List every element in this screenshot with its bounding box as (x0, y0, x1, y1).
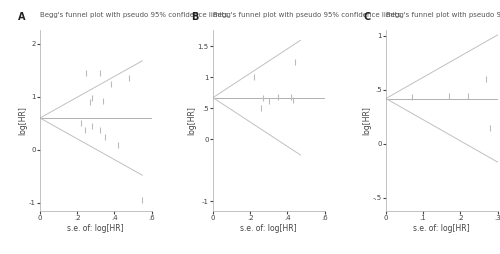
Y-axis label: log[HR]: log[HR] (188, 106, 196, 135)
Y-axis label: log[HR]: log[HR] (362, 106, 371, 135)
Text: Begg's funnel plot with pseudo 95% confidence limits: Begg's funnel plot with pseudo 95% confi… (386, 12, 500, 19)
Text: A: A (18, 12, 25, 22)
X-axis label: s.e. of: log[HR]: s.e. of: log[HR] (68, 224, 124, 233)
Text: Begg's funnel plot with pseudo 95% confidence limits: Begg's funnel plot with pseudo 95% confi… (213, 12, 401, 19)
Text: C: C (364, 12, 371, 22)
Text: Begg's funnel plot with pseudo 95% confidence limits: Begg's funnel plot with pseudo 95% confi… (40, 12, 228, 19)
X-axis label: s.e. of: log[HR]: s.e. of: log[HR] (414, 224, 470, 233)
Text: B: B (190, 12, 198, 22)
Y-axis label: log[HR]: log[HR] (18, 106, 28, 135)
X-axis label: s.e. of: log[HR]: s.e. of: log[HR] (240, 224, 297, 233)
